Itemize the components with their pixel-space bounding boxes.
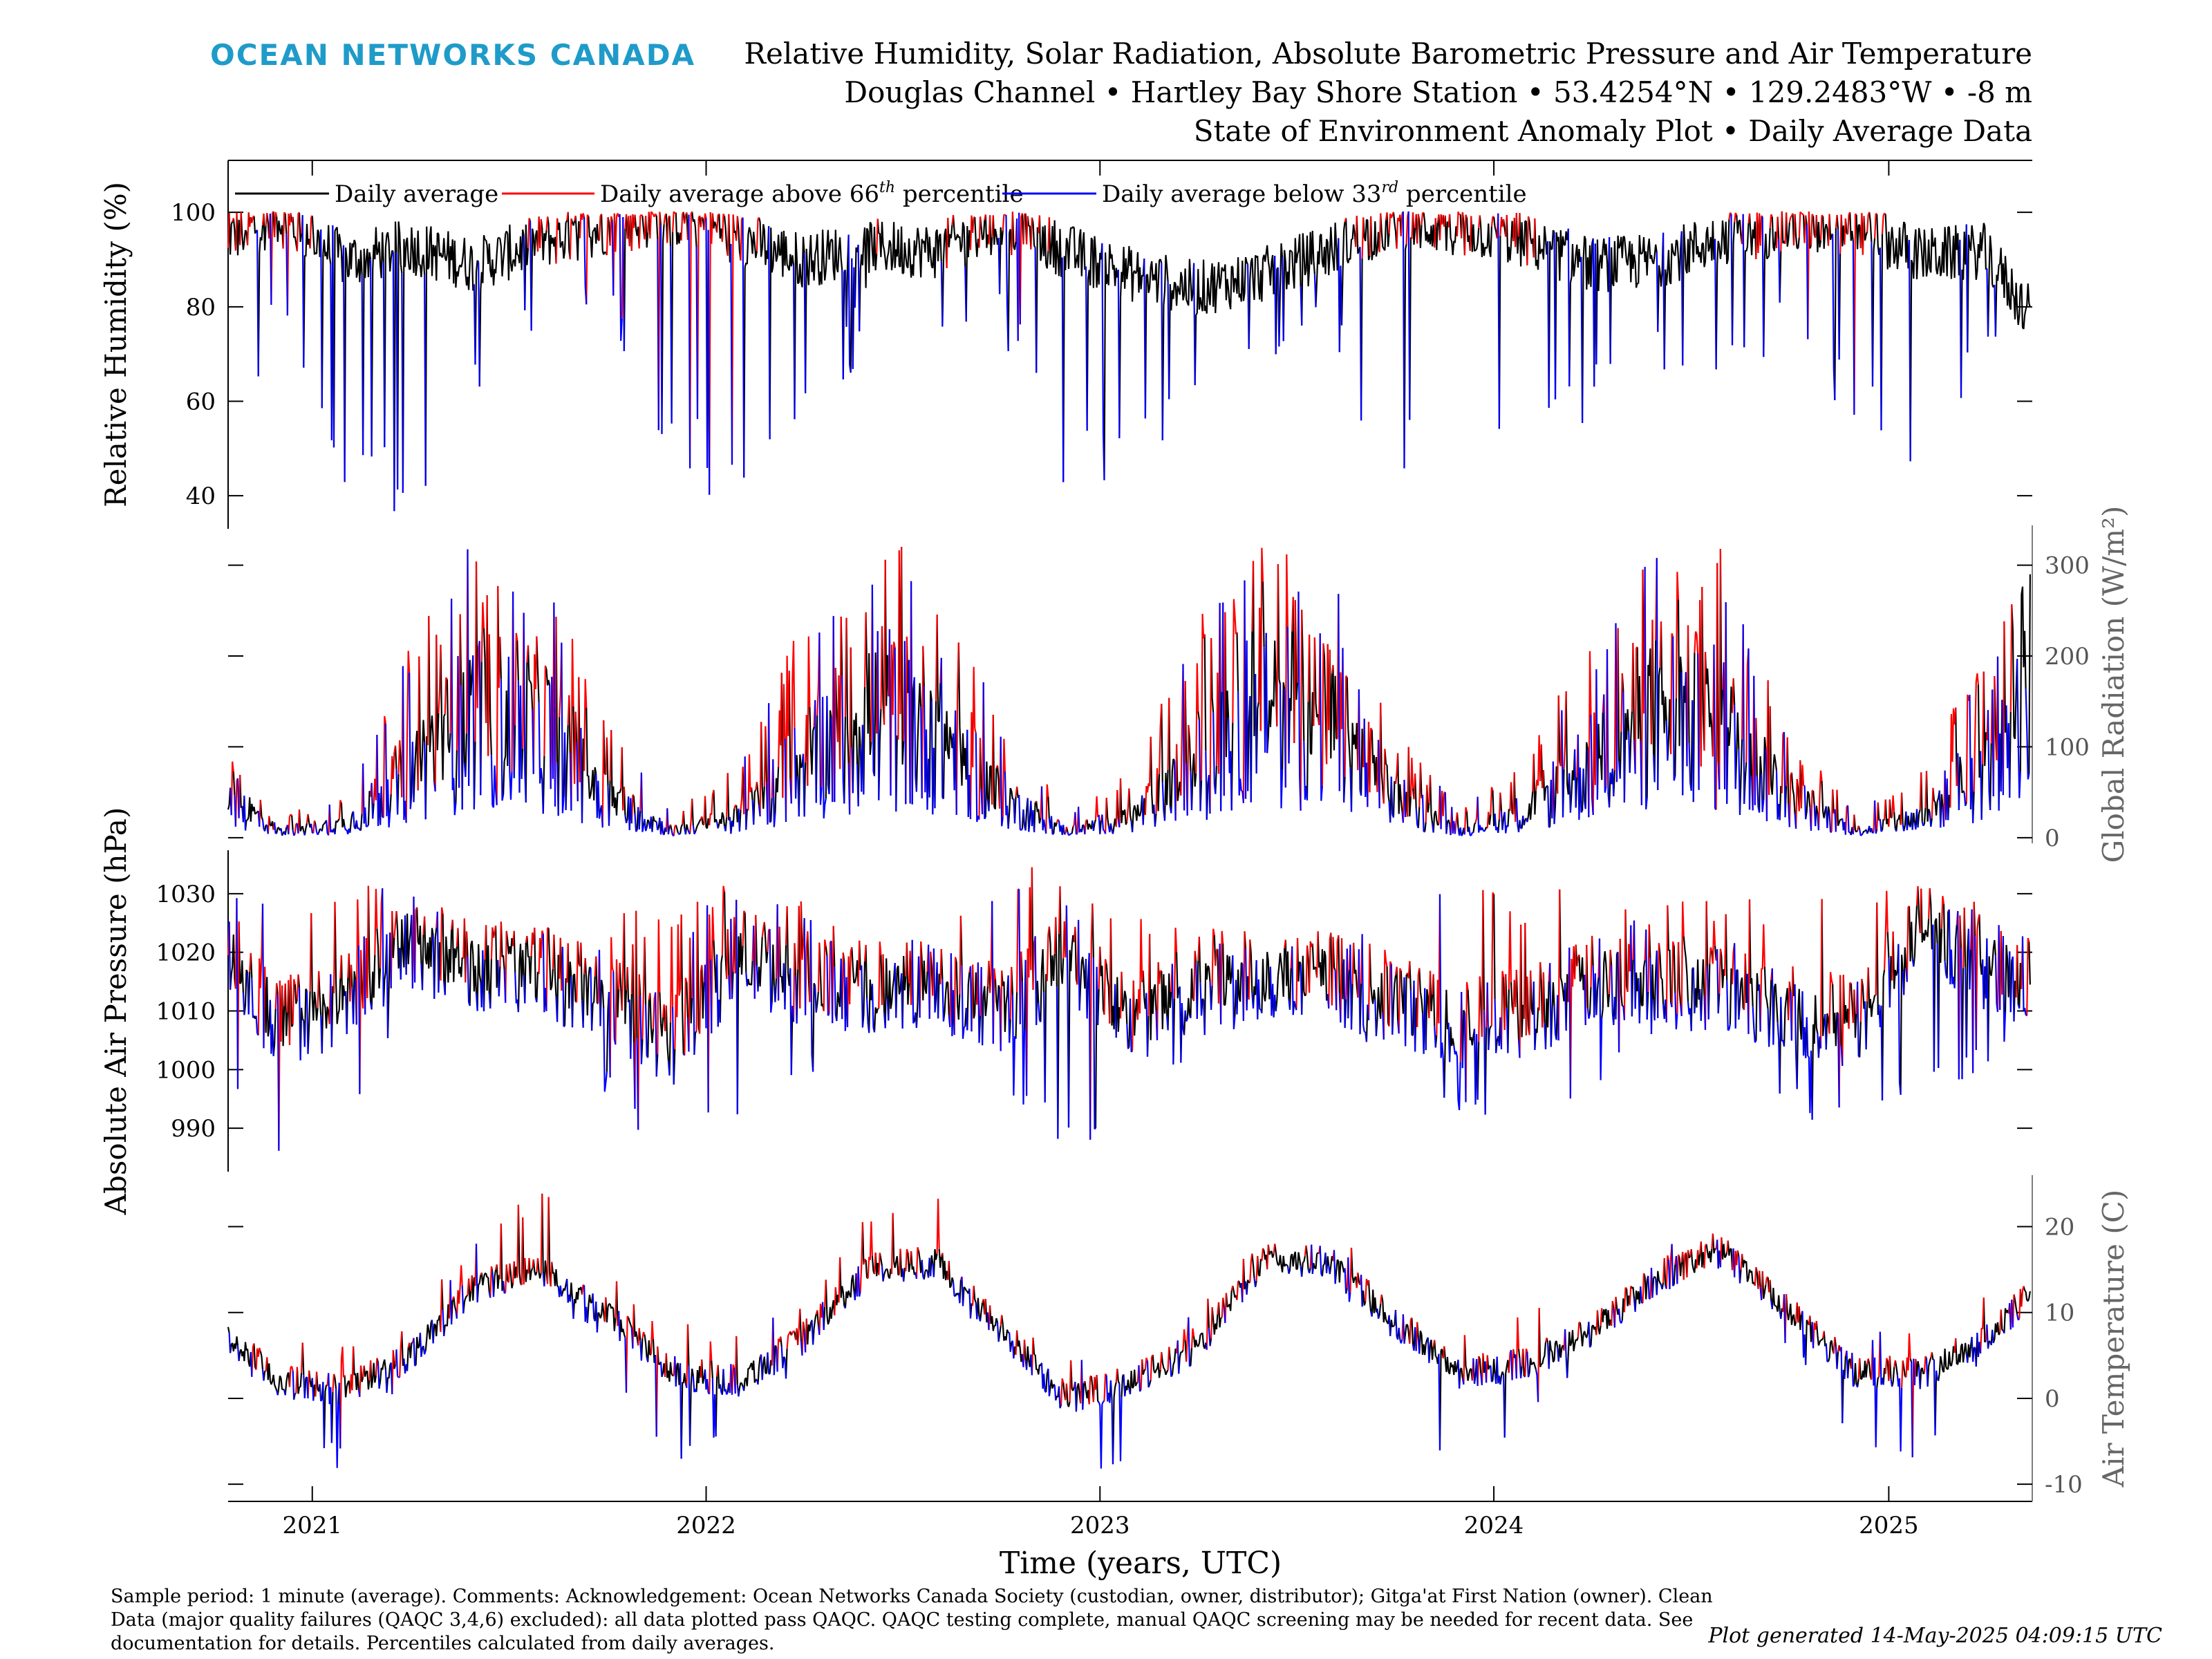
series-line-radiation-above — [230, 547, 2013, 836]
y-tick-label-pressure: 1020 — [156, 939, 216, 967]
series-line-pressure-above — [227, 867, 2030, 1151]
footer-comment-line3: documentation for details. Percentiles c… — [111, 1633, 774, 1654]
y-tick-label-pressure: 1010 — [156, 998, 216, 1026]
panel-pressure: 990 1000 1010 1020 1030 Absolute Air Pressure… — [99, 807, 2032, 1216]
brand-logo-text: OCEAN NETWORKS CANADA — [210, 38, 695, 72]
y-tick-label-humidity: 100 — [171, 199, 216, 227]
x-tick-label: 2021 — [282, 1512, 342, 1539]
series-line-pressure-below — [228, 888, 2027, 1151]
series-line-humidity-daily — [228, 211, 2031, 512]
y-axis-label-radiation: Global Radiation (W/m²) — [2097, 506, 2130, 863]
x-tick-label: 2022 — [676, 1512, 736, 1539]
y-tick-label-radiation: 200 — [2045, 643, 2090, 671]
y-tick-label-humidity: 40 — [186, 482, 216, 510]
panel-radiation: 0 100 200 300 Global Radiation (W/m²) — [227, 506, 2130, 863]
x-axis-label: Time (years, UTC) — [1000, 1546, 1282, 1581]
y-tick-label-pressure: 1030 — [156, 881, 216, 908]
chart-title-line1: Relative Humidity, Solar Radiation, Abso… — [744, 37, 2032, 71]
series-line-radiation-below — [229, 549, 2030, 837]
chart-title-line3: State of Environment Anomaly Plot • Dail… — [1194, 114, 2032, 148]
y-axis-label-pressure: Absolute Air Pressure (hPa) — [99, 807, 133, 1216]
legend-label-below: Daily average below 33rd percentile — [1102, 179, 1527, 208]
series-line-temperature-daily — [227, 1193, 2031, 1465]
y-tick-label-temperature: -10 — [2045, 1471, 2083, 1499]
series-line-temperature-below — [228, 1239, 2021, 1469]
y-tick-label-radiation: 0 — [2045, 825, 2060, 852]
y-tick-label-radiation: 300 — [2045, 552, 2090, 580]
legend-label-above: Daily average above 66th percentile — [600, 179, 1024, 208]
x-tick-label: 2023 — [1070, 1512, 1130, 1539]
chart-title-line2: Douglas Channel • Hartley Bay Shore Stat… — [844, 75, 2032, 109]
series-line-temperature-above — [251, 1193, 2025, 1458]
x-tick-label: 2024 — [1464, 1512, 1524, 1539]
y-axis-label-humidity: Relative Humidity (%) — [99, 182, 133, 507]
panel-humidity: 40 60 80 100 Relative Humidity (%) — [99, 160, 2032, 529]
y-tick-label-radiation: 100 — [2045, 733, 2090, 761]
plot-generated-timestamp: Plot generated 14-May-2025 04:09:15 UTC — [1707, 1624, 2162, 1648]
footer-comment-line1: Sample period: 1 minute (average). Comme… — [111, 1586, 1713, 1607]
series-line-humidity-below — [256, 211, 1996, 512]
y-tick-label-humidity: 80 — [186, 294, 216, 321]
y-tick-label-temperature: 20 — [2045, 1214, 2074, 1241]
y-axis-label-temperature: Air Temperature (C) — [2097, 1190, 2130, 1488]
x-tick-label: 2025 — [1859, 1512, 1919, 1539]
y-tick-label-temperature: 10 — [2045, 1300, 2074, 1327]
footer-comment-line2: Data (major quality failures (QAQC 3,4,6… — [111, 1609, 1693, 1631]
y-tick-label-pressure: 1000 — [156, 1056, 216, 1084]
panel-temperature: -10 0 10 20 Air Temperature (C) — [227, 1175, 2130, 1501]
legend: Daily average Daily average above 66th p… — [235, 179, 1527, 208]
y-tick-label-humidity: 60 — [186, 388, 216, 416]
legend-label-daily: Daily average — [335, 180, 498, 208]
y-tick-label-temperature: 0 — [2045, 1385, 2060, 1413]
y-tick-label-pressure: 990 — [171, 1115, 216, 1143]
